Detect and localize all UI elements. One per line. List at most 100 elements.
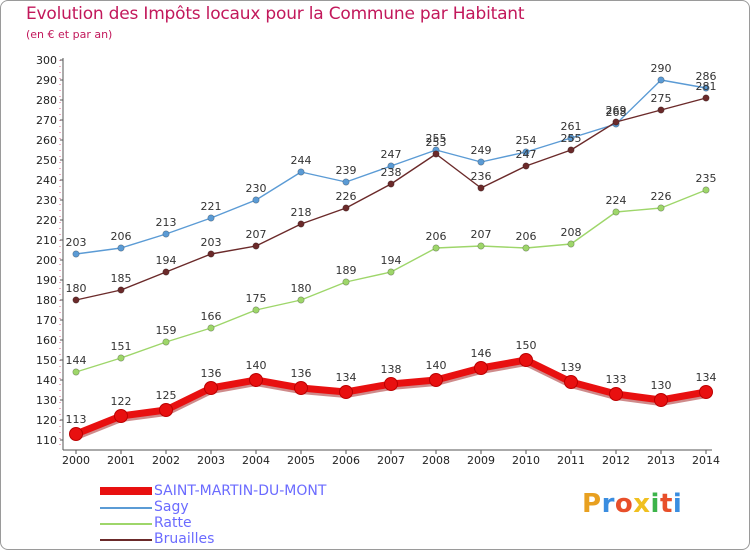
data-label-ratte: 166 [201, 310, 222, 323]
data-label-saint-martin-du-mont: 125 [156, 389, 177, 402]
data-point-saint-martin-du-mont [699, 385, 713, 399]
legend-label-sagy: Sagy [154, 499, 189, 515]
data-label-sagy: 213 [156, 216, 177, 229]
x-tick-label: 2014 [692, 454, 720, 467]
data-point-sagy [162, 230, 170, 238]
data-point-ratte [387, 268, 395, 276]
data-point-ratte [342, 278, 350, 286]
y-tick-label: 190 [36, 274, 57, 287]
x-tick-label: 2003 [197, 454, 225, 467]
data-label-sagy: 244 [291, 154, 312, 167]
data-label-ratte: 206 [516, 230, 537, 243]
x-tick-label: 2010 [512, 454, 540, 467]
data-label-bruailles: 253 [426, 136, 447, 149]
data-point-sagy [117, 244, 125, 252]
legend-swatch-ratte [100, 523, 152, 525]
y-tick-label: 170 [36, 314, 57, 327]
data-label-bruailles: 203 [201, 236, 222, 249]
data-point-saint-martin-du-mont [654, 393, 668, 407]
data-label-saint-martin-du-mont: 122 [111, 395, 132, 408]
data-point-bruailles [612, 118, 620, 126]
data-label-saint-martin-du-mont: 138 [381, 363, 402, 376]
y-tick-label: 160 [36, 334, 57, 347]
y-tick-label: 120 [36, 414, 57, 427]
data-point-bruailles [252, 242, 260, 250]
data-point-ratte [162, 338, 170, 346]
data-point-saint-martin-du-mont [339, 385, 353, 399]
data-point-bruailles [297, 220, 305, 228]
line-chart: 110 120 130 140 150 160 170 180 190 200 210 220 230 2… [36, 54, 720, 467]
data-label-ratte: 206 [426, 230, 447, 243]
data-label-ratte: 175 [246, 292, 267, 305]
data-label-saint-martin-du-mont: 150 [516, 339, 537, 352]
data-label-bruailles: 247 [516, 148, 537, 161]
legend-item-ratte: Ratte [100, 515, 400, 532]
data-label-bruailles: 255 [561, 132, 582, 145]
data-point-ratte [297, 296, 305, 304]
data-label-bruailles: 238 [381, 166, 402, 179]
data-point-bruailles [72, 296, 80, 304]
data-point-sagy [657, 76, 665, 84]
data-point-saint-martin-du-mont [384, 377, 398, 391]
data-point-ratte [657, 204, 665, 212]
data-point-saint-martin-du-mont [564, 375, 578, 389]
data-label-sagy: 247 [381, 148, 402, 161]
x-tick-label: 2007 [377, 454, 405, 467]
y-tick-label: 290 [36, 74, 57, 87]
data-label-saint-martin-du-mont: 133 [606, 373, 627, 386]
legend-item-saint-martin: SAINT-MARTIN-DU-MONT [100, 483, 400, 500]
data-label-saint-martin-du-mont: 134 [336, 371, 357, 384]
logo-letter: o [614, 489, 634, 519]
data-point-ratte [72, 368, 80, 376]
x-tick-label: 2005 [287, 454, 315, 467]
data-label-bruailles: 218 [291, 206, 312, 219]
legend-item-sagy: Sagy [100, 499, 400, 516]
x-tick-label: 2009 [467, 454, 495, 467]
data-point-sagy [207, 214, 215, 222]
data-label-saint-martin-du-mont: 136 [291, 367, 312, 380]
data-label-sagy: 203 [66, 236, 87, 249]
y-tick-label: 280 [36, 94, 57, 107]
data-point-ratte [432, 244, 440, 252]
y-tick-label: 140 [36, 374, 57, 387]
y-tick-label: 130 [36, 394, 57, 407]
legend-label-saint-martin: SAINT-MARTIN-DU-MONT [154, 483, 327, 499]
data-label-sagy: 254 [516, 134, 537, 147]
data-point-ratte [612, 208, 620, 216]
data-point-bruailles [432, 150, 440, 158]
chart-legend: SAINT-MARTIN-DU-MONT Sagy Ratte Bruaille… [100, 483, 400, 548]
data-point-sagy [72, 250, 80, 258]
x-tick-label: 2001 [107, 454, 135, 467]
data-point-ratte [252, 306, 260, 314]
data-point-saint-martin-du-mont [429, 373, 443, 387]
data-point-bruailles [162, 268, 170, 276]
data-label-sagy: 290 [651, 62, 672, 75]
data-point-sagy [252, 196, 260, 204]
y-tick-label: 220 [36, 214, 57, 227]
logo-letter: i [650, 489, 660, 519]
data-point-saint-martin-du-mont [609, 387, 623, 401]
data-label-ratte: 224 [606, 194, 627, 207]
data-point-saint-martin-du-mont [474, 361, 488, 375]
chart-subtitle: (en € et par an) [26, 28, 113, 41]
y-tick-label: 110 [36, 434, 57, 447]
legend-swatch-bruailles [100, 539, 152, 541]
logo-letter: x [633, 489, 651, 519]
data-label-saint-martin-du-mont: 140 [246, 359, 267, 372]
data-label-bruailles: 269 [606, 104, 627, 117]
data-label-ratte: 180 [291, 282, 312, 295]
data-label-sagy: 268 [606, 106, 627, 119]
data-label-ratte: 144 [66, 354, 87, 367]
data-label-bruailles: 281 [696, 80, 717, 93]
data-label-sagy: 206 [111, 230, 132, 243]
y-tick-label: 200 [36, 254, 57, 267]
y-tick-label: 260 [36, 134, 57, 147]
data-point-ratte [567, 240, 575, 248]
data-point-sagy [702, 84, 710, 92]
y-tick-label: 210 [36, 234, 57, 247]
x-tick-label: 2011 [557, 454, 585, 467]
data-point-saint-martin-du-mont [159, 403, 173, 417]
data-label-saint-martin-du-mont: 113 [66, 413, 87, 426]
data-label-ratte: 194 [381, 254, 402, 267]
data-label-bruailles: 207 [246, 228, 267, 241]
